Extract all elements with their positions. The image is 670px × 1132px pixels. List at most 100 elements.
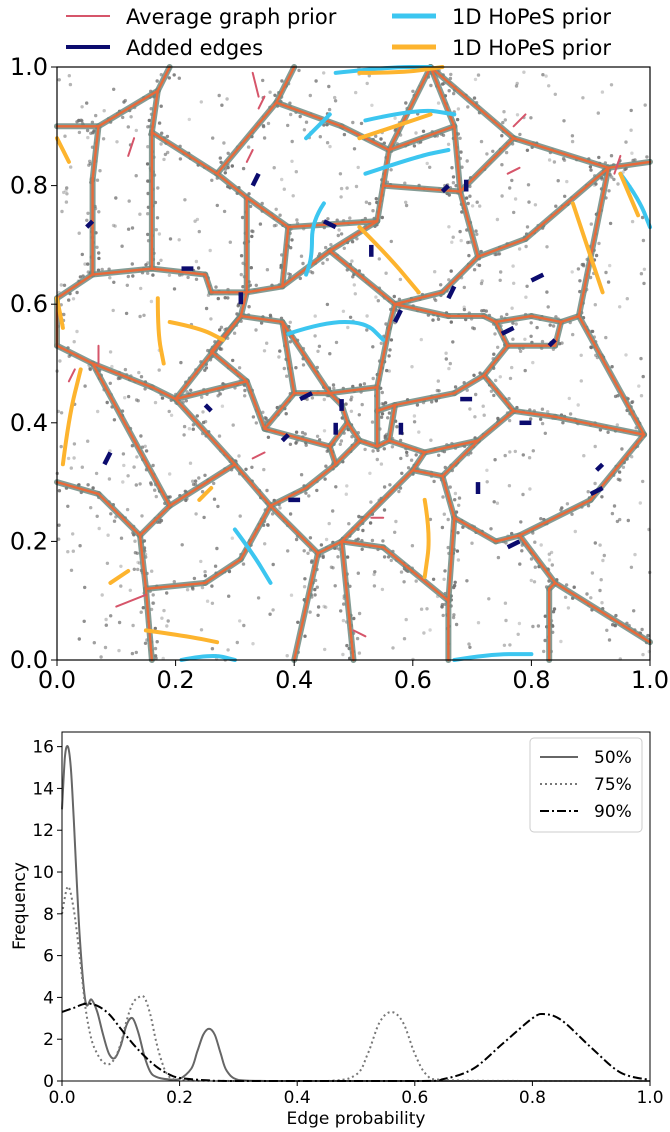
scatter-point xyxy=(289,593,294,597)
scatter-point xyxy=(126,394,131,399)
scatter-point xyxy=(515,81,519,86)
scatter-point xyxy=(559,639,563,644)
scatter-point xyxy=(547,558,552,562)
scatter-point xyxy=(602,553,606,558)
scatter-point xyxy=(531,360,535,365)
scatter-point xyxy=(455,549,460,553)
scatter-point xyxy=(303,432,307,436)
scatter-point xyxy=(146,212,150,216)
scatter-point xyxy=(212,481,216,486)
scatter-point xyxy=(110,364,114,369)
scatter-point xyxy=(556,179,560,183)
scatter-point xyxy=(384,271,388,275)
scatter-point xyxy=(163,152,168,157)
scatter-point xyxy=(262,467,266,472)
scatter-point xyxy=(359,121,364,126)
scatter-point xyxy=(273,93,277,98)
scatter-point xyxy=(594,253,599,258)
edge-core xyxy=(275,101,343,128)
scatter-point xyxy=(518,562,522,566)
hopes-blue-curve xyxy=(304,201,326,277)
legend-label: 90% xyxy=(594,802,632,822)
scatter-point xyxy=(521,492,525,497)
scatter-point xyxy=(339,439,344,443)
scatter-point xyxy=(80,465,85,469)
scatter-point xyxy=(348,315,353,319)
scatter-point xyxy=(262,136,267,140)
scatter-point xyxy=(78,544,82,548)
average-prior-stub xyxy=(352,629,367,638)
edge-core xyxy=(55,344,94,365)
bottom-x-tick-label: 0.6 xyxy=(401,1088,428,1108)
scatter-point xyxy=(620,447,624,451)
scatter-point xyxy=(189,388,193,392)
scatter-point xyxy=(217,93,221,98)
scatter-point xyxy=(159,258,163,262)
scatter-point xyxy=(92,641,97,645)
scatter-point xyxy=(161,656,165,661)
scatter-point xyxy=(125,283,129,287)
edge-core xyxy=(518,534,557,585)
scatter-point xyxy=(468,194,472,198)
scatter-point xyxy=(112,519,117,523)
scatter-point xyxy=(529,321,533,325)
scatter-point xyxy=(150,569,154,573)
scatter-point xyxy=(294,170,298,174)
scatter-point xyxy=(533,565,537,569)
edge-core xyxy=(358,439,379,448)
scatter-point xyxy=(308,93,312,98)
edge-core xyxy=(577,314,646,436)
scatter-point xyxy=(86,135,90,140)
scatter-point xyxy=(582,454,586,458)
scatter-point xyxy=(237,366,242,370)
edge-core xyxy=(524,166,610,241)
edge-core xyxy=(269,504,320,555)
scatter-point xyxy=(475,200,479,204)
scatter-point xyxy=(218,347,223,351)
scatter-point xyxy=(371,376,375,381)
scatter-point xyxy=(324,245,328,250)
scatter-point xyxy=(301,261,305,266)
scatter-point xyxy=(597,241,601,246)
scatter-point xyxy=(525,225,530,229)
scatter-point xyxy=(356,537,360,541)
scatter-point xyxy=(406,466,411,470)
scatter-point xyxy=(400,471,404,475)
scatter-point xyxy=(201,420,206,425)
scatter-point xyxy=(474,229,478,233)
scatter-point xyxy=(515,113,520,117)
scatter-point xyxy=(182,424,187,429)
scatter-point xyxy=(379,137,383,141)
scatter-point xyxy=(444,357,448,361)
scatter-point xyxy=(456,558,461,562)
scatter-point xyxy=(593,444,597,449)
scatter-point xyxy=(428,165,432,169)
scatter-point xyxy=(409,458,414,462)
legend-label: 1D HoPeS prior xyxy=(452,36,611,60)
top-x-tick-label: 0.0 xyxy=(38,666,76,694)
hopes-blue-curve xyxy=(232,527,273,585)
scatter-point xyxy=(352,616,356,621)
edge-core xyxy=(293,552,320,662)
scatter-point xyxy=(297,68,301,73)
scatter-point xyxy=(430,400,434,404)
scatter-point xyxy=(606,430,610,434)
scatter-point xyxy=(194,512,198,516)
scatter-point xyxy=(414,453,418,457)
scatter-point xyxy=(376,299,380,303)
scatter-point xyxy=(642,267,647,271)
scatter-point xyxy=(258,222,263,226)
scatter-point xyxy=(525,284,529,288)
scatter-point xyxy=(69,466,74,470)
scatter-point xyxy=(374,295,378,299)
scatter-point xyxy=(321,555,325,559)
edge-core xyxy=(91,125,100,181)
scatter-point xyxy=(451,181,456,185)
scatter-point xyxy=(391,646,395,650)
scatter-point xyxy=(182,433,186,437)
scatter-point xyxy=(100,593,104,597)
scatter-point xyxy=(64,200,69,204)
scatter-point xyxy=(527,456,532,460)
scatter-point xyxy=(612,177,616,182)
scatter-point xyxy=(277,355,281,359)
